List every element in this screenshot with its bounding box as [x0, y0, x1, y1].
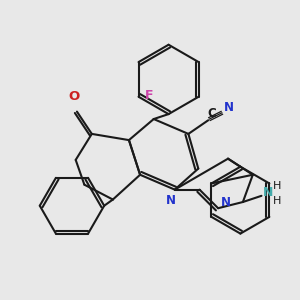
Text: N: N [224, 101, 234, 114]
Text: N: N [166, 194, 176, 207]
Text: H: H [273, 181, 281, 191]
Text: H: H [273, 196, 281, 206]
Text: C: C [207, 107, 216, 120]
Text: N: N [263, 186, 273, 199]
Text: N: N [220, 196, 231, 208]
Text: O: O [69, 90, 80, 103]
Text: F: F [145, 89, 153, 102]
